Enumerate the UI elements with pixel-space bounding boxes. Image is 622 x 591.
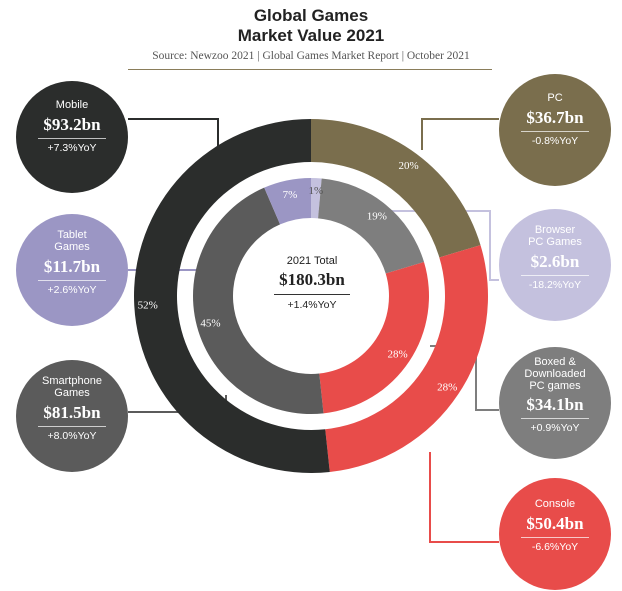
browser-connector bbox=[318, 210, 499, 281]
inner-slice-smartphone-games bbox=[192, 187, 324, 415]
outer-slice-mobile bbox=[134, 119, 330, 473]
browser-change: -18.2%YoY bbox=[528, 279, 582, 291]
center-change: +1.4%YoY bbox=[287, 299, 337, 311]
browser-bubble: Browser PC Games $2.6bn -18.2%YoY bbox=[499, 209, 611, 321]
pc-bubble: PC $36.7bn -0.8%YoY bbox=[499, 74, 611, 186]
inner-slice-browser-pc-games bbox=[311, 178, 322, 219]
smartphone-bubble: Smartphone Games $81.5bn +8.0%YoY bbox=[16, 360, 128, 472]
title-line-1: Global Games bbox=[253, 6, 369, 25]
boxed-change: +0.9%YoY bbox=[530, 422, 580, 434]
inner-ring bbox=[192, 178, 429, 415]
console-bubble: Console $50.4bn -6.6%YoY bbox=[499, 478, 611, 590]
smartphone-divider bbox=[38, 426, 106, 427]
smartphone-change: +8.0%YoY bbox=[47, 430, 97, 442]
inner-label-smartphone-games: 45% bbox=[200, 317, 220, 329]
browser-name: Browser PC Games bbox=[528, 224, 582, 248]
chart-title: Global Games Market Value 2021 bbox=[0, 6, 622, 46]
mobile-change: +7.3%YoY bbox=[47, 142, 97, 154]
title-line-2: Market Value 2021 bbox=[237, 26, 385, 45]
inner-slice-console bbox=[319, 262, 429, 414]
browser-value: $2.6bn bbox=[530, 252, 580, 271]
console-divider bbox=[521, 537, 589, 538]
mobile-bubble: Mobile $93.2bn +7.3%YoY bbox=[16, 81, 128, 193]
outer-slice-console bbox=[325, 245, 488, 473]
mobile-name: Mobile bbox=[55, 99, 89, 111]
inner-label-console: 28% bbox=[388, 349, 408, 361]
boxed-bubble: Boxed & Downloaded PC games $34.1bn +0.9… bbox=[499, 347, 611, 459]
mobile-connector bbox=[128, 118, 219, 157]
outer-ring bbox=[134, 119, 488, 473]
center-value: $180.3bn bbox=[279, 270, 345, 289]
pc-change: -0.8%YoY bbox=[531, 135, 579, 147]
console-name: Console bbox=[534, 498, 576, 510]
center-divider bbox=[274, 294, 350, 295]
mobile-divider bbox=[38, 138, 106, 139]
inner-slice-tablet-games bbox=[264, 178, 311, 225]
percent-labels: 20% 28% 52% 1% 19% 28% 45% 7% bbox=[138, 160, 458, 394]
tablet-change: +2.6%YoY bbox=[47, 284, 97, 296]
boxed-name: Boxed & Downloaded PC games bbox=[524, 356, 586, 392]
boxed-value: $34.1bn bbox=[526, 395, 584, 414]
center-label: 2021 Total bbox=[286, 255, 338, 267]
pc-name: PC bbox=[547, 92, 563, 104]
tablet-name: Tablet Games bbox=[54, 229, 90, 253]
title-rule bbox=[128, 69, 492, 70]
inner-label-browser-pc-games: 1% bbox=[308, 185, 323, 197]
outer-label-console: 28% bbox=[437, 381, 457, 393]
pc-divider bbox=[521, 131, 589, 132]
tablet-divider bbox=[38, 280, 106, 281]
tablet-value: $11.7bn bbox=[43, 257, 101, 276]
chart-source: Source: Newzoo 2021 | Global Games Marke… bbox=[152, 50, 470, 62]
smartphone-value: $81.5bn bbox=[43, 403, 101, 422]
console-value: $50.4bn bbox=[526, 514, 584, 533]
pc-connector bbox=[421, 118, 499, 150]
center-total: 2021 Total $180.3bn +1.4%YoY bbox=[262, 255, 362, 311]
tablet-bubble: Tablet Games $11.7bn +2.6%YoY bbox=[16, 214, 128, 326]
inner-label-boxed-downloaded-pc-games: 19% bbox=[367, 210, 387, 222]
pc-value: $36.7bn bbox=[526, 108, 584, 127]
inner-label-tablet-games: 7% bbox=[283, 189, 298, 201]
outer-label-pc: 20% bbox=[398, 160, 418, 172]
inner-slice-boxed-downloaded-pc-games bbox=[318, 178, 425, 274]
boxed-divider bbox=[521, 418, 589, 419]
browser-divider bbox=[521, 275, 589, 276]
console-change: -6.6%YoY bbox=[531, 541, 579, 553]
outer-slice-pc bbox=[311, 119, 481, 258]
outer-label-mobile: 52% bbox=[138, 300, 158, 312]
smartphone-name: Smartphone Games bbox=[42, 375, 102, 399]
console-connector bbox=[429, 452, 499, 543]
mobile-value: $93.2bn bbox=[43, 115, 101, 134]
